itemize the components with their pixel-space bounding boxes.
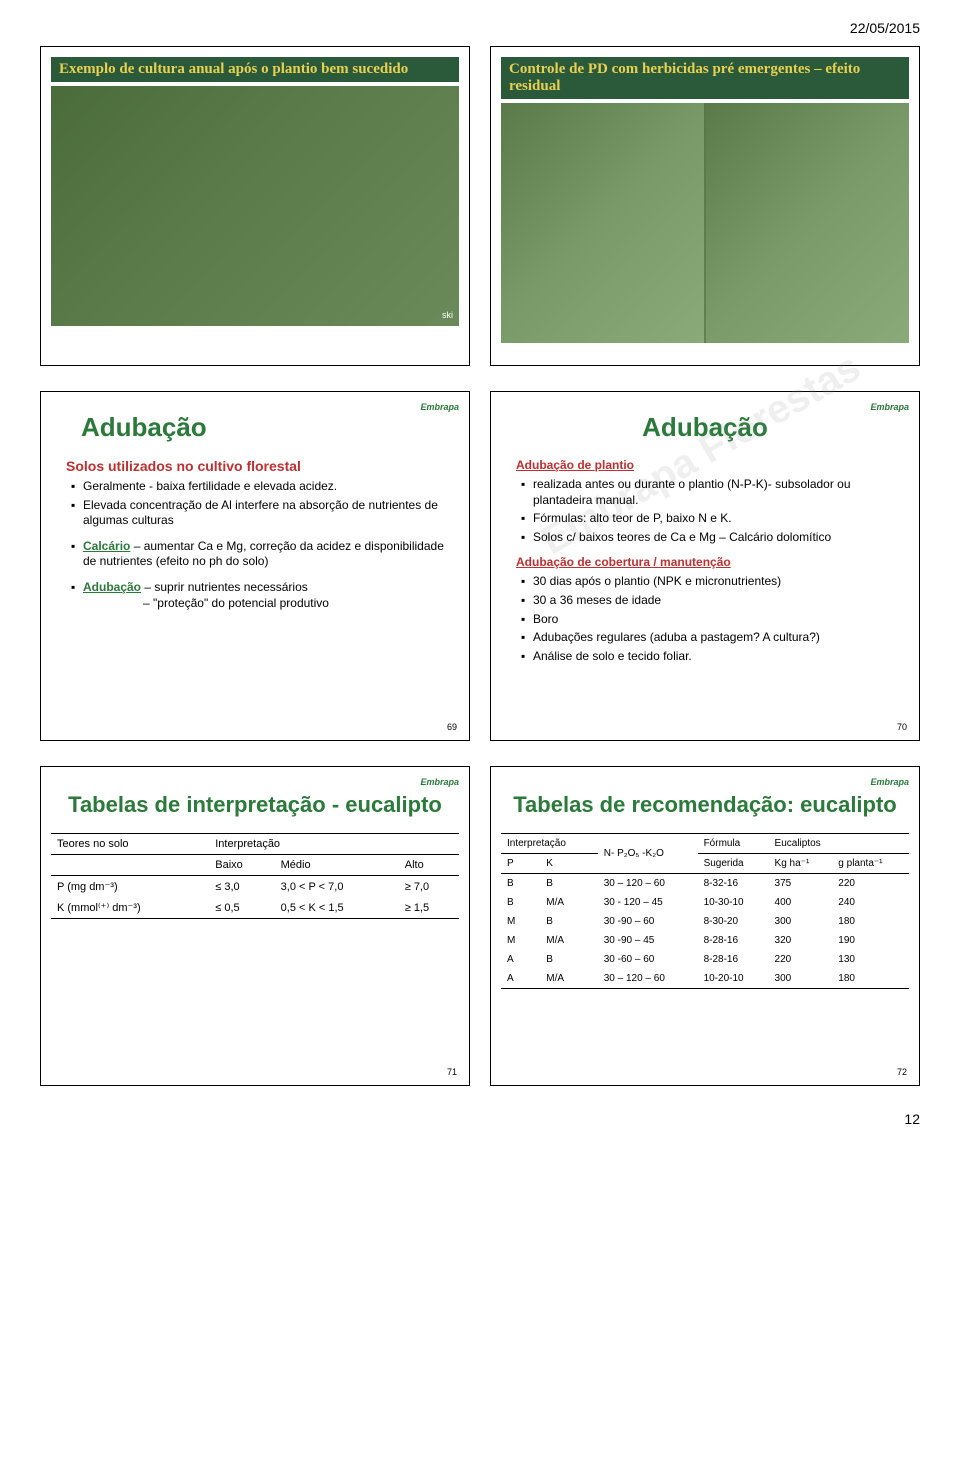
adubacao-text: – suprir nutrientes necessários [141,580,308,594]
slide-4-heading: Adubação [501,412,909,443]
logo-5: Embrapa [420,777,459,787]
table-row: Interpretação N- P₂O₅ -K₂O Fórmula Eucal… [501,834,909,854]
slide-4-list1: realizada antes ou durante o plantio (N-… [521,477,909,545]
col-medio: Médio [275,855,399,876]
slide-3-num: 69 [447,722,457,732]
photo-1: ski [51,86,459,326]
slide-row-1: Exemplo de cultura anual após o plantio … [40,46,920,366]
table-row: Teores no solo Interpretação [51,834,459,855]
calcario-label: Calcário [83,539,130,553]
slide-3-list-adubacao: Adubação – suprir nutrientes necessários… [71,580,459,611]
photo-2-right [706,103,909,343]
logo-3: Embrapa [420,402,459,412]
col-teores: Teores no solo [51,834,209,855]
slide-3-item: Geralmente - baixa fertilidade e elevada… [71,479,459,495]
slide-3-list: Geralmente - baixa fertilidade e elevada… [71,479,459,529]
slide-1-titlebar: Exemplo de cultura anual após o plantio … [51,57,459,82]
slide-4-item: 30 dias após o plantio (NPK e micronutri… [521,574,909,590]
table-row: BB30 – 120 – 608-32-16375220 [501,874,909,894]
slide-4-item: Solos c/ baixos teores de Ca e Mg – Calc… [521,530,909,546]
slide-4-item: 30 a 36 meses de idade [521,593,909,609]
slide-3-subheading: Solos utilizados no cultivo florestal [66,458,459,474]
table-row: MB30 -90 – 608-30-20300180 [501,912,909,931]
table-row: Baixo Médio Alto [51,855,459,876]
adubacao-text2: – "proteção" do potencial produtivo [143,596,329,610]
table-row: P K Sugerida Kg ha⁻¹ g planta⁻¹ [501,854,909,874]
slide-2-title: Controle de PD com herbicidas pré emerge… [509,61,860,94]
slide-5: Embrapa Tabelas de interpretação - eucal… [40,766,470,1086]
slide-4-item: Fórmulas: alto teor de P, baixo N e K. [521,511,909,527]
logo-4: Embrapa [870,402,909,412]
slide-3-item: Elevada concentração de Al interfere na … [71,498,459,529]
slide-5-heading: Tabelas de interpretação - eucalipto [51,792,459,818]
photo-2 [501,103,909,343]
col-interp: Interpretação [209,834,459,855]
slide-4-sub2: Adubação de cobertura / manutenção [516,555,909,569]
slide-4-item: Adubações regulares (aduba a pastagem? A… [521,630,909,646]
slide-4-item: Análise de solo e tecido foliar. [521,649,909,665]
slide-4-sub1: Adubação de plantio [516,458,909,472]
slide-1-title: Exemplo de cultura anual após o plantio … [59,61,408,77]
slide-4-num: 70 [897,722,907,732]
table-row: BM/A30 - 120 – 4510-30-10400240 [501,893,909,912]
slide-5-num: 71 [447,1067,457,1077]
slide-6-num: 72 [897,1067,907,1077]
slide-3-adubacao: Adubação – suprir nutrientes necessários… [71,580,459,611]
table-row: P (mg dm⁻³) ≤ 3,0 3,0 < P < 7,0 ≥ 7,0 [51,876,459,898]
slide-row-2: Embrapa Adubação Solos utilizados no cul… [40,391,920,741]
slide-2: Controle de PD com herbicidas pré emerge… [490,46,920,366]
page-number: 12 [40,1111,920,1127]
calcario-text: – aumentar Ca e Mg, correção da acidez e… [83,539,444,569]
date: 22/05/2015 [40,20,920,36]
slide-3-list-calcario: Calcário – aumentar Ca e Mg, correção da… [71,539,459,570]
recom-table: Interpretação N- P₂O₅ -K₂O Fórmula Eucal… [501,833,909,989]
slide-6-heading: Tabelas de recomendação: eucalipto [501,792,909,818]
table-row: MM/A30 -90 – 458-28-16320190 [501,931,909,950]
slide-6: Embrapa Tabelas de recomendação: eucalip… [490,766,920,1086]
slide-4-list2: 30 dias após o plantio (NPK e micronutri… [521,574,909,664]
slide-4: Embrapa Embrapa Florestas Adubação Aduba… [490,391,920,741]
table-row: K (mmol⁽⁺⁾ dm⁻³) ≤ 0,5 0,5 < K < 1,5 ≥ 1… [51,897,459,919]
table-row: AB30 -60 – 608-28-16220130 [501,950,909,969]
col-baixo: Baixo [209,855,274,876]
slide-1: Exemplo de cultura anual após o plantio … [40,46,470,366]
slide-4-item: realizada antes ou durante o plantio (N-… [521,477,909,508]
logo-6: Embrapa [870,777,909,787]
adubacao-label: Adubação [83,580,141,594]
slide-2-titlebar: Controle de PD com herbicidas pré emerge… [501,57,909,99]
slide-4-item: Boro [521,612,909,628]
table-row: AM/A30 – 120 – 6010-20-10300180 [501,969,909,989]
interp-table: Teores no solo Interpretação Baixo Médio… [51,833,459,919]
slide-row-3: Embrapa Tabelas de interpretação - eucal… [40,766,920,1086]
photo-2-left [501,103,704,343]
ski-label: ski [442,310,453,320]
slide-3: Embrapa Adubação Solos utilizados no cul… [40,391,470,741]
slide-3-heading: Adubação [81,412,459,443]
col-alto: Alto [399,855,459,876]
page: 22/05/2015 Exemplo de cultura anual após… [0,0,960,1167]
slide-3-calcario: Calcário – aumentar Ca e Mg, correção da… [71,539,459,570]
